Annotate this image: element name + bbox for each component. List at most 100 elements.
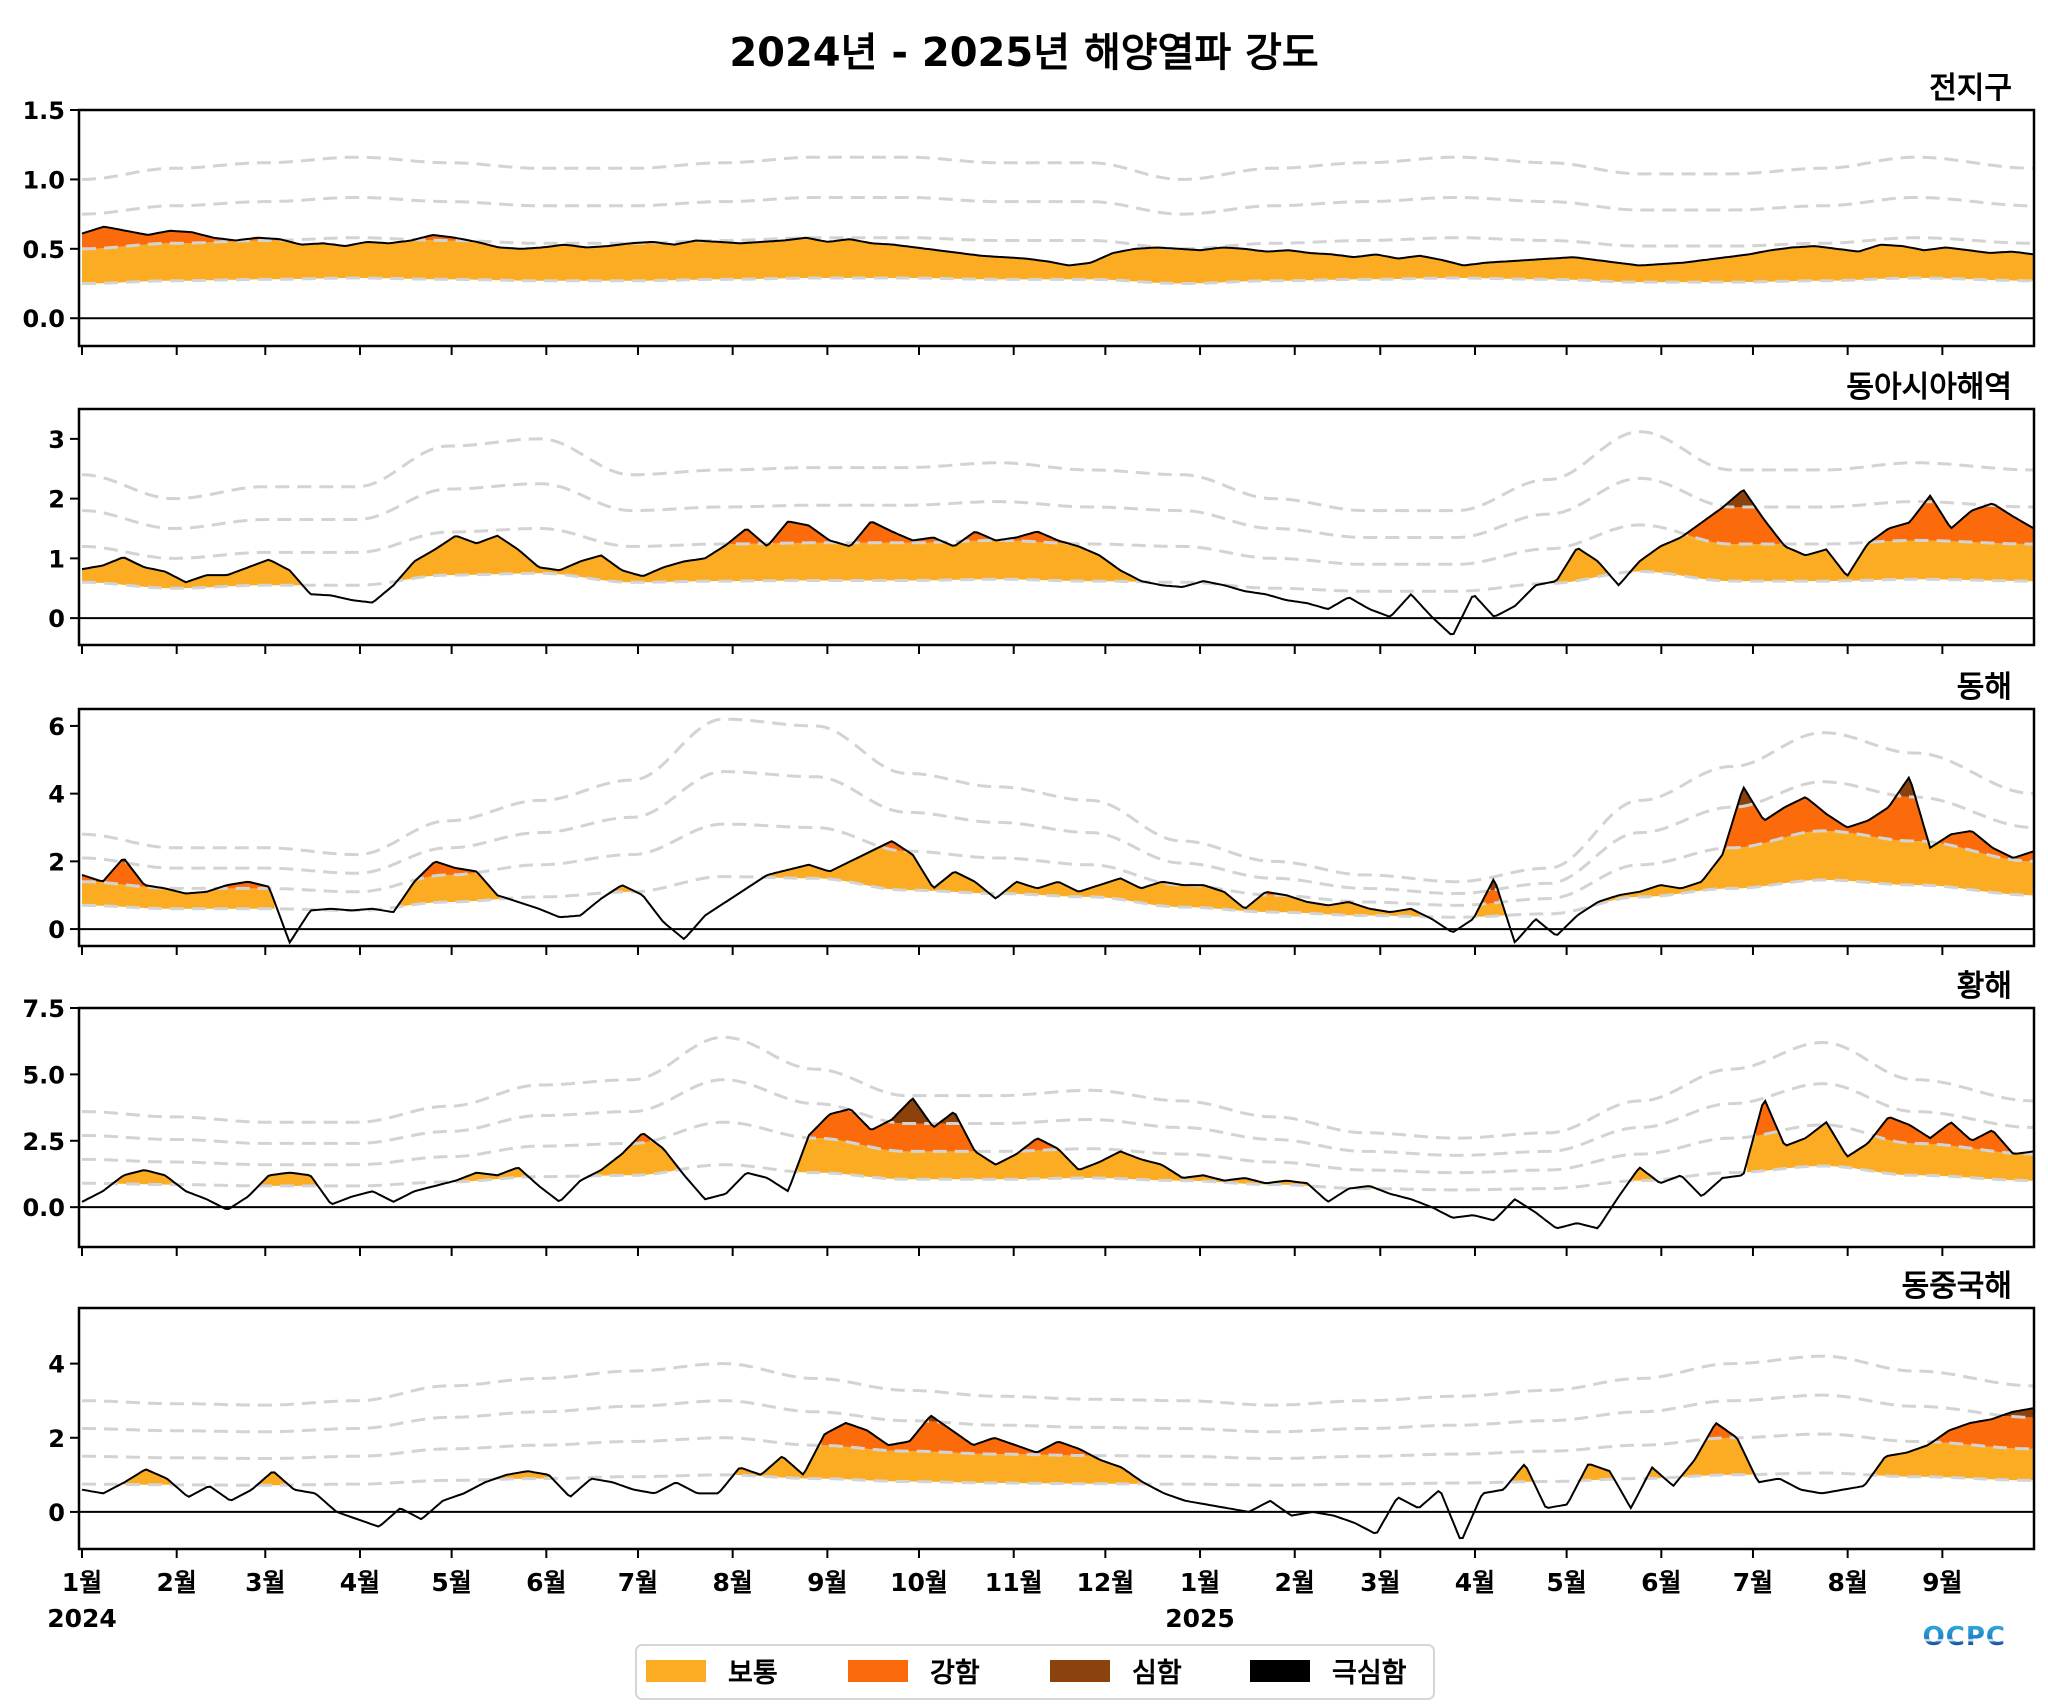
x-tick-label: 8월 bbox=[712, 1568, 752, 1597]
panel-title: 동아시아해역 bbox=[1846, 370, 2012, 405]
category-fill-보통 bbox=[1746, 1124, 2034, 1181]
threshold-line-1x bbox=[82, 1471, 2034, 1487]
threshold-line-4x bbox=[82, 155, 2034, 181]
category-fill-강함 bbox=[1725, 795, 1928, 848]
y-tick-label: 4 bbox=[48, 1351, 65, 1379]
y-tick-label: 1 bbox=[48, 545, 65, 573]
threshold-line-2x bbox=[81, 523, 2034, 566]
panel-title: 전지구 bbox=[1929, 71, 2012, 106]
x-tick-label: 6월 bbox=[526, 1568, 566, 1597]
category-fill-심함 bbox=[1490, 879, 1497, 891]
x-tick-label: 12월 bbox=[1076, 1568, 1134, 1597]
threshold-line-2x bbox=[82, 236, 2034, 251]
anomaly-line bbox=[81, 489, 2034, 636]
legend-item: 극심함 bbox=[1250, 1658, 1407, 1689]
threshold-line-4x bbox=[82, 1354, 2034, 1407]
category-fill-보통 bbox=[82, 557, 302, 589]
x-tick-label: 3월 bbox=[245, 1568, 285, 1597]
category-fill-강함 bbox=[854, 522, 944, 543]
threshold-line-1x bbox=[82, 276, 2034, 285]
category-fill-강함 bbox=[219, 881, 269, 889]
legend-item: 강함 bbox=[848, 1658, 980, 1689]
y-tick-label: 2 bbox=[48, 848, 65, 876]
x-tick-label: 2월 bbox=[156, 1568, 196, 1597]
anomaly-line bbox=[81, 1407, 2034, 1540]
category-fill-보통 bbox=[399, 535, 1142, 583]
x-tick-label: 2월 bbox=[1275, 1568, 1315, 1597]
x-tick-label: 10월 bbox=[890, 1568, 948, 1597]
threshold-line-3x bbox=[82, 196, 2034, 216]
y-tick-label: 0.0 bbox=[22, 1194, 65, 1222]
y-tick-label: 0 bbox=[48, 605, 65, 633]
legend-box bbox=[635, 1644, 1435, 1700]
axes-frame bbox=[77, 108, 2036, 348]
category-fill-강함 bbox=[772, 521, 837, 544]
category-fill-보통 bbox=[766, 847, 990, 894]
y-tick-label: 0.5 bbox=[22, 236, 65, 264]
threshold-line-4x bbox=[82, 1035, 2034, 1140]
ocpc-logo: OCPC bbox=[1923, 1622, 2006, 1652]
threshold-line-2x bbox=[82, 1432, 2034, 1460]
x-tick-label: 8월 bbox=[1827, 1568, 1867, 1597]
category-fill-강함 bbox=[1872, 501, 2034, 544]
x-tick-label: 7월 bbox=[618, 1568, 658, 1597]
x-tick-label: 7월 bbox=[1733, 1568, 1773, 1597]
panel-2: 0 1 2 3 동아시아해역 bbox=[48, 370, 2036, 654]
legend-swatch bbox=[646, 1660, 706, 1682]
category-fill-강함 bbox=[729, 529, 764, 544]
anomaly-line bbox=[81, 1097, 2034, 1230]
category-fill-보통 bbox=[796, 1137, 1310, 1186]
plot-area bbox=[79, 155, 2034, 320]
threshold-line-3x bbox=[82, 476, 2034, 539]
category-fill-강함 bbox=[1685, 506, 1781, 544]
panel-title: 동해 bbox=[1957, 670, 2012, 705]
y-tick-label: 3 bbox=[48, 426, 65, 454]
category-fill-심함 bbox=[940, 1112, 959, 1124]
threshold-line-3x bbox=[82, 1393, 2034, 1434]
x-tick-label: 9월 bbox=[1922, 1568, 1962, 1597]
panel-3: 0 2 4 6 동해 bbox=[48, 670, 2036, 955]
y-tick-label: 5.0 bbox=[22, 1061, 65, 1089]
category-fill-보통 bbox=[399, 872, 507, 907]
legend: 보통 강함 심함 극심함 bbox=[635, 1644, 1435, 1700]
category-fill-보통 bbox=[592, 1140, 678, 1176]
category-fill-보통 bbox=[1682, 1437, 1753, 1477]
plot-area bbox=[79, 430, 2034, 636]
category-fill-강함 bbox=[1022, 1138, 1057, 1151]
category-fill-보통 bbox=[1673, 1175, 1680, 1179]
threshold-line-3x bbox=[82, 770, 2034, 895]
category-fill-보통 bbox=[259, 1472, 287, 1486]
category-fill-심함 bbox=[888, 1098, 929, 1124]
panel-5: 0 2 4 동중국해 bbox=[48, 1269, 2036, 1558]
legend-label: 심함 bbox=[1132, 1658, 1182, 1689]
anomaly-line bbox=[81, 775, 2034, 945]
category-fill-강함 bbox=[821, 1421, 1091, 1456]
category-fill-보통 bbox=[1545, 548, 1607, 584]
legend-label: 강함 bbox=[930, 1658, 980, 1689]
category-fill-보통 bbox=[82, 237, 2034, 284]
x-axis-labels: 1월 2024 2월 3월 4월 5월 6월 7월 8월 9월 10월 11월 12월 1월 2025 2월 3… bbox=[47, 1568, 1962, 1633]
category-fill-보통 bbox=[259, 1172, 318, 1186]
y-tick-label: 6 bbox=[48, 713, 65, 741]
category-fill-강함 bbox=[1933, 1415, 2034, 1449]
category-fill-강함 bbox=[1939, 831, 2034, 862]
category-fill-보통 bbox=[735, 1445, 1146, 1484]
legend-item: 보통 bbox=[646, 1658, 778, 1689]
panels: 0.0 0.5 1.0 1.5 전지구 0 1 2 3 동아시아해역 0 2 4 6 동해 0.0 2.5 5.0… bbox=[22, 71, 2036, 1558]
panel-title: 동중국해 bbox=[1902, 1269, 2012, 1304]
logo-text: OCPC bbox=[1923, 1622, 2006, 1652]
y-tick-label: 2 bbox=[48, 486, 65, 514]
x-tick-label: 6월 bbox=[1641, 1568, 1681, 1597]
legend-swatch bbox=[1050, 1660, 1110, 1682]
axes-frame bbox=[77, 1306, 2036, 1551]
panel-4: 0.0 2.5 5.0 7.5 황해 bbox=[22, 969, 2036, 1256]
category-fill-보통 bbox=[1475, 902, 1506, 917]
legend-label: 보통 bbox=[728, 1658, 778, 1689]
x-year-label: 2025 bbox=[1165, 1604, 1235, 1633]
category-fill-강함 bbox=[1481, 889, 1500, 905]
x-tick-label: 9월 bbox=[807, 1568, 847, 1597]
threshold-line-1x bbox=[82, 1163, 2034, 1192]
legend-swatch bbox=[1250, 1660, 1310, 1682]
category-fill-보통 bbox=[1581, 1464, 1613, 1481]
y-tick-label: 0 bbox=[48, 1499, 65, 1527]
